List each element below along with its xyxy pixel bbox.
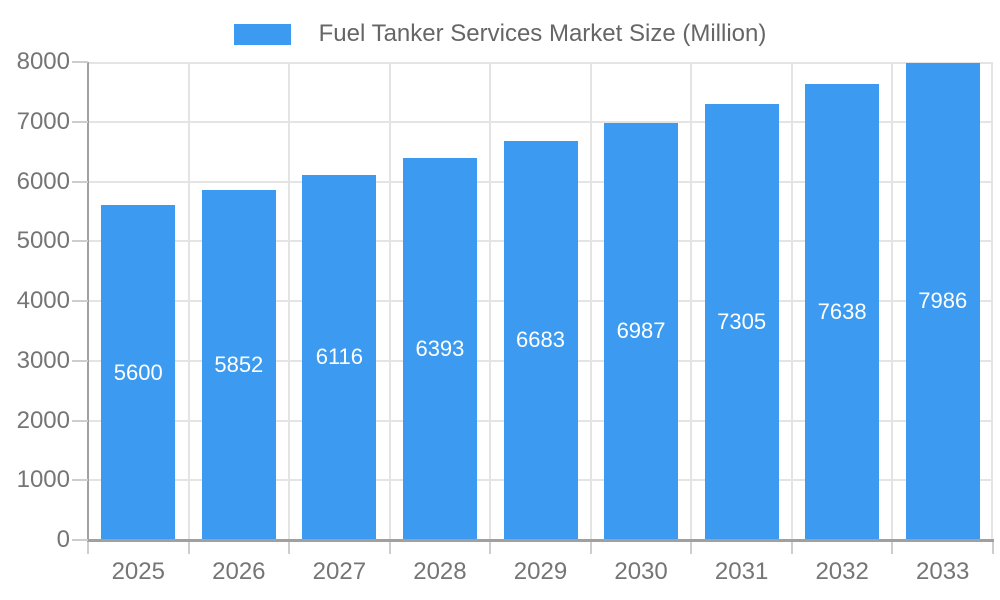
x-axis-label: 2033 <box>916 558 970 585</box>
x-gridline <box>690 62 693 540</box>
x-tick <box>288 542 291 554</box>
bar-value-label: 7305 <box>717 308 767 334</box>
y-tick <box>72 300 88 302</box>
bar-value-label: 7638 <box>817 298 867 324</box>
x-gridline <box>187 62 190 540</box>
x-axis-label: 2029 <box>513 558 568 585</box>
x-gridline <box>589 62 592 540</box>
y-tick <box>72 61 88 63</box>
bar-value-label: 7986 <box>918 288 968 314</box>
bar[interactable]: 5600 <box>101 205 176 540</box>
y-axis-label: 7000 <box>16 107 70 135</box>
x-axis-label: 2030 <box>614 558 668 585</box>
y-axis-label: 1000 <box>16 466 70 494</box>
x-tick <box>992 542 994 554</box>
y-axis-label: 3000 <box>16 346 70 374</box>
plot-area: 5600 5852 6116 6393 6683 6987 7305 7638 7986 <box>88 62 993 540</box>
y-gridline <box>88 62 993 64</box>
x-axis-label: 2026 <box>212 558 266 585</box>
x-gridline <box>388 62 391 540</box>
x-gridline <box>288 62 291 540</box>
x-tick <box>790 542 793 554</box>
x-tick <box>87 542 89 554</box>
bar[interactable]: 6683 <box>503 140 578 540</box>
legend-label: Fuel Tanker Services Market Size (Millio… <box>318 20 767 47</box>
y-tick <box>72 539 88 541</box>
x-axis-label: 2025 <box>111 558 165 585</box>
y-axis-label: 2000 <box>16 406 70 434</box>
y-axis-line <box>87 62 89 542</box>
y-gridline <box>88 120 993 123</box>
x-tick <box>187 542 190 554</box>
x-tick <box>690 542 693 554</box>
x-tick <box>891 542 894 554</box>
x-axis-label: 2032 <box>815 558 869 585</box>
x-tick <box>388 542 391 554</box>
x-gridline <box>991 62 993 540</box>
bar[interactable]: 7305 <box>704 103 779 540</box>
bar[interactable]: 5852 <box>201 190 276 540</box>
legend-swatch <box>233 23 291 45</box>
bar-value-label: 5852 <box>214 352 264 378</box>
legend[interactable]: Fuel Tanker Services Market Size (Millio… <box>0 20 1000 48</box>
y-tick <box>72 479 88 482</box>
bar[interactable]: 6393 <box>402 158 477 540</box>
bar-value-label: 6987 <box>616 318 666 344</box>
bar[interactable]: 6987 <box>604 122 679 540</box>
y-axis-label: 4000 <box>16 287 70 314</box>
x-gridline <box>790 62 793 540</box>
y-tick <box>72 240 88 243</box>
bar-value-label: 6116 <box>315 344 364 370</box>
y-axis-label: 0 <box>56 526 70 553</box>
x-gridline <box>891 62 894 540</box>
x-gridline <box>489 62 492 540</box>
x-tick <box>589 542 592 554</box>
y-tick <box>72 180 88 183</box>
bar[interactable]: 7986 <box>905 62 980 540</box>
y-tick <box>72 419 88 422</box>
y-axis-label: 5000 <box>16 227 70 255</box>
y-tick <box>72 359 88 362</box>
bar[interactable]: 6116 <box>302 174 377 540</box>
bar-value-label: 5600 <box>113 359 163 385</box>
y-axis-label: 6000 <box>16 167 70 195</box>
y-axis-label: 8000 <box>16 48 70 75</box>
bar-value-label: 6393 <box>415 336 465 361</box>
y-tick <box>72 120 88 123</box>
x-axis-label: 2028 <box>413 558 467 585</box>
x-axis-line <box>87 539 994 542</box>
x-tick <box>489 542 492 554</box>
x-axis-label: 2027 <box>312 558 367 585</box>
bar-value-label: 6683 <box>516 327 565 353</box>
bar[interactable]: 7638 <box>805 83 880 540</box>
x-axis-label: 2031 <box>714 558 769 585</box>
